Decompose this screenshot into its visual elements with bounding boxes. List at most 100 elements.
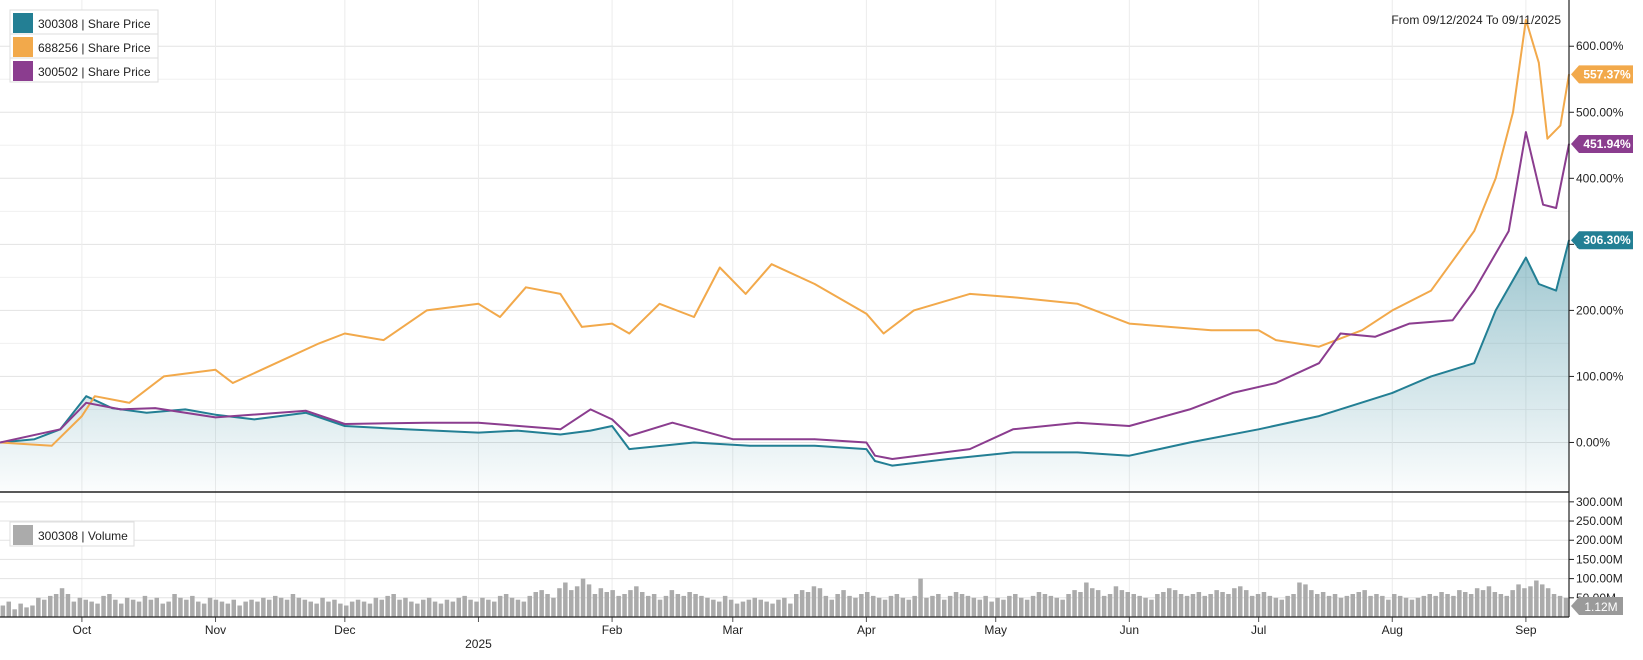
data-point bbox=[1076, 302, 1079, 305]
data-point bbox=[1318, 415, 1320, 417]
volume-bar bbox=[379, 599, 384, 617]
data-point bbox=[744, 293, 747, 295]
volume-bar bbox=[1433, 595, 1438, 617]
legend-swatch-volume bbox=[13, 525, 33, 545]
data-point bbox=[1538, 61, 1540, 64]
volume-bar bbox=[1534, 580, 1539, 617]
volume-bar bbox=[213, 599, 219, 617]
volume-bar bbox=[409, 601, 414, 617]
volume-bar bbox=[101, 595, 106, 617]
volume-bar bbox=[1285, 595, 1290, 617]
data-point bbox=[1361, 329, 1363, 332]
volume-bar bbox=[113, 599, 118, 617]
data-point bbox=[1512, 111, 1514, 114]
volume-bar bbox=[59, 588, 65, 617]
volume-bar bbox=[1101, 595, 1107, 617]
volume-bar bbox=[308, 601, 313, 617]
volume-bar bbox=[545, 594, 550, 617]
volume-bar bbox=[231, 599, 236, 617]
volume-bar bbox=[30, 605, 35, 617]
volume-bar bbox=[557, 588, 562, 617]
volume-bar bbox=[788, 603, 793, 617]
volume-bar bbox=[569, 590, 574, 617]
volume-bar bbox=[1279, 599, 1284, 617]
last-value-tags: 306.30% 557.37% 451.94% 1.12M bbox=[1571, 65, 1633, 615]
volume-bar bbox=[1249, 595, 1255, 617]
data-point bbox=[865, 312, 868, 315]
data-point bbox=[559, 293, 562, 295]
data-point bbox=[1012, 451, 1014, 454]
data-point bbox=[813, 283, 816, 285]
data-point bbox=[611, 425, 613, 427]
volume-bar bbox=[48, 595, 53, 617]
volume-bar bbox=[681, 595, 686, 617]
series-line-300502[interactable] bbox=[0, 131, 1570, 460]
data-point bbox=[1507, 230, 1510, 232]
data-point bbox=[33, 438, 36, 440]
data-point bbox=[865, 441, 868, 444]
data-point bbox=[865, 448, 868, 450]
data-point bbox=[499, 316, 501, 318]
volume-bar bbox=[1066, 594, 1071, 617]
data-point bbox=[1538, 283, 1540, 285]
volume-bar bbox=[1374, 594, 1379, 617]
volume-bar bbox=[492, 601, 497, 617]
legend: 300308 | Share Price 688256 | Share Pric… bbox=[9, 9, 159, 83]
legend-label-volume[interactable]: 300308 | Volume bbox=[38, 529, 128, 543]
volume-bar bbox=[1172, 590, 1178, 617]
data-point bbox=[214, 413, 217, 416]
data-point bbox=[611, 322, 613, 325]
volume-bar bbox=[1344, 595, 1350, 617]
volume-bar bbox=[1380, 595, 1385, 617]
data-point bbox=[1257, 329, 1260, 332]
legend-label-300308[interactable]: 300308 | Share Price bbox=[38, 17, 151, 31]
volume-bar bbox=[610, 590, 615, 617]
data-point bbox=[1231, 392, 1234, 394]
data-point bbox=[731, 438, 734, 440]
volume-bar bbox=[835, 594, 840, 617]
legend-label-688256[interactable]: 688256 | Share Price bbox=[38, 41, 151, 55]
volume-bar bbox=[1131, 594, 1136, 617]
legend-swatch-688256 bbox=[13, 37, 33, 57]
volume-bar bbox=[373, 597, 379, 617]
volume-tick-label: 300.00M bbox=[1576, 495, 1623, 509]
volume-bar bbox=[415, 603, 420, 617]
volume-bar bbox=[1421, 595, 1427, 617]
data-point bbox=[344, 425, 346, 427]
legend-label-300502[interactable]: 300502 | Share Price bbox=[38, 65, 151, 79]
volume-bar bbox=[391, 594, 396, 617]
volume-bar bbox=[95, 603, 100, 617]
volume-bar bbox=[1386, 599, 1391, 617]
volume-bar bbox=[6, 601, 11, 617]
data-point bbox=[477, 302, 480, 305]
data-point bbox=[162, 375, 165, 378]
volume-bar bbox=[693, 594, 698, 617]
volume-bar bbox=[160, 603, 165, 617]
volume-bar bbox=[0, 605, 6, 617]
volume-bar bbox=[527, 595, 532, 617]
data-point bbox=[344, 423, 346, 425]
data-point bbox=[344, 332, 346, 335]
volume-bar bbox=[764, 601, 769, 617]
volume-bar bbox=[1084, 582, 1089, 617]
data-point bbox=[1012, 296, 1014, 298]
volume-legend: 300308 | Volume bbox=[9, 521, 135, 547]
volume-bar bbox=[1261, 592, 1267, 617]
data-point bbox=[214, 369, 217, 371]
data-point bbox=[184, 408, 187, 411]
volume-bar bbox=[71, 601, 77, 617]
x-tick-label: Mar bbox=[722, 623, 743, 637]
volume-tick-label: 150.00M bbox=[1576, 552, 1623, 566]
volume-bar bbox=[332, 599, 337, 617]
volume-bar bbox=[1107, 594, 1113, 617]
volume-bar bbox=[1137, 595, 1142, 617]
volume-bar bbox=[799, 590, 805, 617]
volume-bar bbox=[1403, 597, 1409, 617]
volume-bar bbox=[574, 586, 580, 617]
tag-label: 1.12M bbox=[1584, 600, 1617, 614]
volume-bar bbox=[1054, 597, 1059, 617]
series-line-688256[interactable] bbox=[0, 18, 1570, 447]
data-point bbox=[1542, 203, 1544, 206]
data-point bbox=[969, 293, 971, 295]
volume-bar bbox=[1291, 594, 1296, 617]
